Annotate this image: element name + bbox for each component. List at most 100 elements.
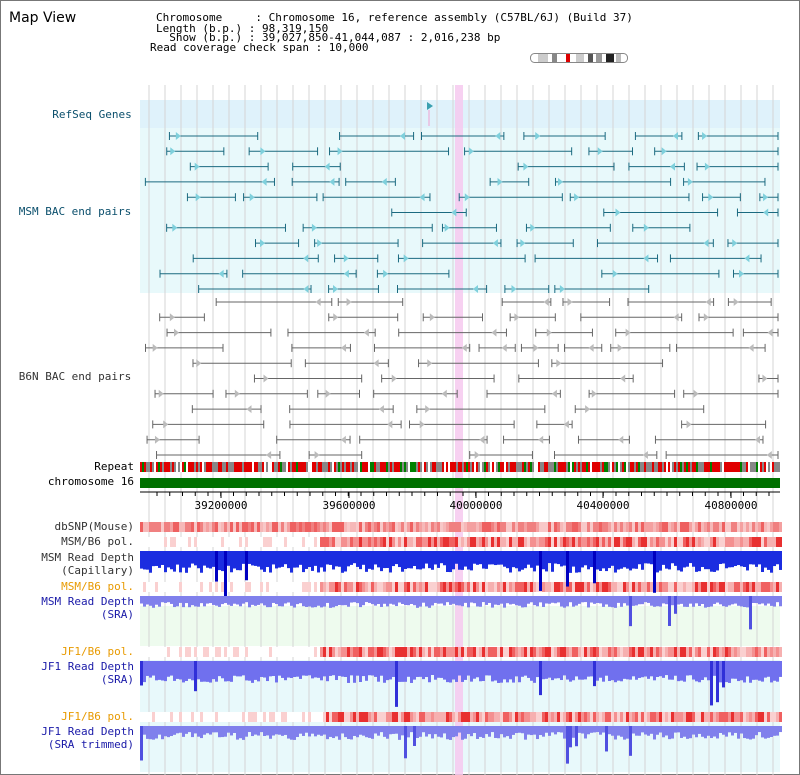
jf1-sra-bar xyxy=(665,661,668,676)
jf1-trim-bar xyxy=(671,726,674,739)
msm-bac-label[interactable]: MSM BAC end pairs xyxy=(18,205,132,218)
msm-sra-bar xyxy=(734,596,737,604)
repeat-segment xyxy=(688,462,690,472)
dbsnp-cell xyxy=(146,522,149,532)
msm-pol2-cell xyxy=(281,582,284,592)
msm-sra-bar xyxy=(218,596,221,607)
msm-pol-cell xyxy=(767,537,770,547)
jf1-pol2-cell xyxy=(377,712,380,722)
jf1-trim-bar xyxy=(176,726,179,734)
msm-pol2-cell xyxy=(221,582,224,592)
repeat-segment xyxy=(418,462,420,472)
jf1-pol-cell xyxy=(446,647,449,657)
jf1-trim-bar xyxy=(338,726,341,740)
jf1-sra-bar xyxy=(458,661,461,676)
b6n-bac-label[interactable]: B6N BAC end pairs xyxy=(18,370,132,383)
msm-pol2-cell xyxy=(710,582,713,592)
msm-pair-arrow xyxy=(195,193,201,202)
axis-tick-label: 40400000 xyxy=(576,499,630,512)
jf1-pol-cell xyxy=(602,647,605,657)
msm-cap-bar xyxy=(620,551,623,569)
msm-cap-bar xyxy=(377,551,380,568)
jf1-read-depth-sra-label[interactable]: JF1 Read Depth xyxy=(41,660,134,673)
msm-sra-bar xyxy=(155,596,158,605)
jf1-pol-cell xyxy=(578,647,581,657)
msm-sra-bar xyxy=(584,596,587,603)
msm-b6-pol-label-2[interactable]: MSM/B6 pol. xyxy=(61,580,134,593)
msm-sra-bar xyxy=(512,596,515,604)
dbsnp-cell xyxy=(572,522,575,532)
jf1-sra-bar xyxy=(551,661,554,681)
jf1-trim-bar xyxy=(695,726,698,738)
msm-sra-bar xyxy=(503,596,506,608)
msm-sra-bar xyxy=(212,596,215,605)
dbsnp-cell xyxy=(263,522,266,532)
msm-sra-bar xyxy=(389,596,392,604)
repeat-segment xyxy=(736,462,738,472)
jf1-trim-bar xyxy=(620,726,623,737)
jf1-sra-bar xyxy=(374,661,377,677)
msm-cap-bar xyxy=(752,551,755,565)
jf1-sra-bar xyxy=(479,661,482,682)
repeat-segment xyxy=(410,462,412,472)
msm-pol-cell xyxy=(503,537,506,547)
msm-sra-bar xyxy=(143,596,146,607)
jf1-trim-bar xyxy=(743,726,746,739)
repeat-segment xyxy=(262,462,264,472)
refseq-genes-label[interactable]: RefSeq Genes xyxy=(52,108,132,121)
repeat-segment xyxy=(384,462,386,472)
jf1-sra-bar xyxy=(314,661,317,678)
msm-cap-bar xyxy=(611,551,614,566)
msm-sra-bar xyxy=(461,596,464,607)
msm-pol2-cell xyxy=(140,582,143,592)
jf1-pol-cell xyxy=(731,647,734,657)
msm-sra-bar xyxy=(290,596,293,606)
msm-read-depth-sra-label[interactable]: MSM Read Depth xyxy=(41,595,134,608)
msm-sra-bar xyxy=(551,596,554,603)
jf1-read-depth-sra-sub: (SRA) xyxy=(100,673,134,686)
dbsnp-cell xyxy=(359,522,362,532)
jf1-sra-bar xyxy=(488,661,491,676)
msm-sra-bar xyxy=(230,596,233,606)
msm-cap-bar xyxy=(755,551,758,567)
b6n-pair-arrow xyxy=(479,435,485,444)
jf1-pol2-cell xyxy=(599,712,602,722)
b6n-pair-arrow xyxy=(733,298,739,306)
repeat-segment xyxy=(718,462,720,472)
jf1-pol-cell xyxy=(212,647,215,657)
dbsnp-label[interactable]: dbSNP(Mouse) xyxy=(54,520,134,533)
jf1-pol2-cell xyxy=(725,712,728,722)
jf1-b6-pol-label[interactable]: JF1/B6 pol. xyxy=(61,645,134,658)
jf1-trim-bar xyxy=(260,726,263,733)
dbsnp-cell xyxy=(770,522,773,532)
jf1-pol-cell xyxy=(704,647,707,657)
msm-pol-cell xyxy=(671,537,674,547)
dbsnp-cell xyxy=(518,522,521,532)
jf1-trim-bar xyxy=(686,726,689,739)
jf1-sra-bar xyxy=(176,661,179,679)
msm-pol-cell xyxy=(725,537,728,547)
msm-pol2-cell xyxy=(515,582,518,592)
msm-pair-arrow xyxy=(343,269,349,278)
jf1-b6-pol-label-2[interactable]: JF1/B6 pol. xyxy=(61,710,134,723)
repeat-segment xyxy=(526,462,528,472)
msm-b6-pol-label[interactable]: MSM/B6 pol. xyxy=(61,535,134,548)
jf1-pol2-cell xyxy=(587,712,590,722)
jf1-trim-bar xyxy=(353,726,356,736)
repeat-segment xyxy=(204,462,206,472)
jf1-trim-bar xyxy=(425,726,428,737)
repeat-segment xyxy=(440,462,442,472)
dbsnp-cell xyxy=(353,522,356,532)
repeat-segment xyxy=(574,462,576,472)
msm-read-depth-cap-label[interactable]: MSM Read Depth xyxy=(41,551,134,564)
jf1-read-depth-trim-label[interactable]: JF1 Read Depth xyxy=(41,725,134,738)
jf1-trim-bar xyxy=(419,726,422,737)
dbsnp-cell xyxy=(719,522,722,532)
jf1-sra-bar xyxy=(272,661,275,676)
msm-sra-bar xyxy=(662,596,665,604)
chromosome-ideogram[interactable] xyxy=(530,53,628,63)
jf1-sra-bar xyxy=(599,661,602,678)
dbsnp-cell xyxy=(440,522,443,532)
jf1-pol2-cell xyxy=(302,712,305,722)
